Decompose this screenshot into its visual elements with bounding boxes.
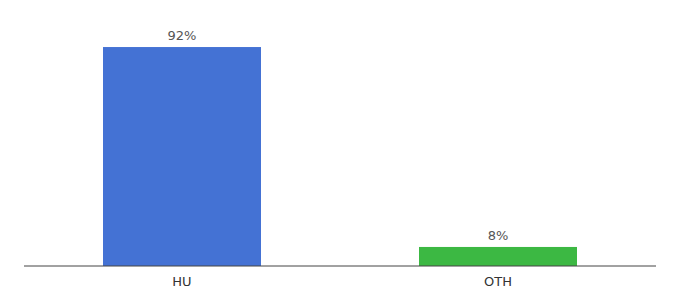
x-axis-line xyxy=(24,266,656,267)
x-tick-label: HU xyxy=(172,274,191,289)
bar xyxy=(103,47,261,266)
data-label: 92% xyxy=(168,28,197,43)
chart: 92% 8% HU OTH xyxy=(0,0,680,300)
chart-container: 92% 8% HU OTH xyxy=(0,0,680,300)
bar xyxy=(419,247,577,266)
data-label: 8% xyxy=(488,228,509,243)
bars xyxy=(103,47,577,266)
x-tick-label: OTH xyxy=(484,274,512,289)
